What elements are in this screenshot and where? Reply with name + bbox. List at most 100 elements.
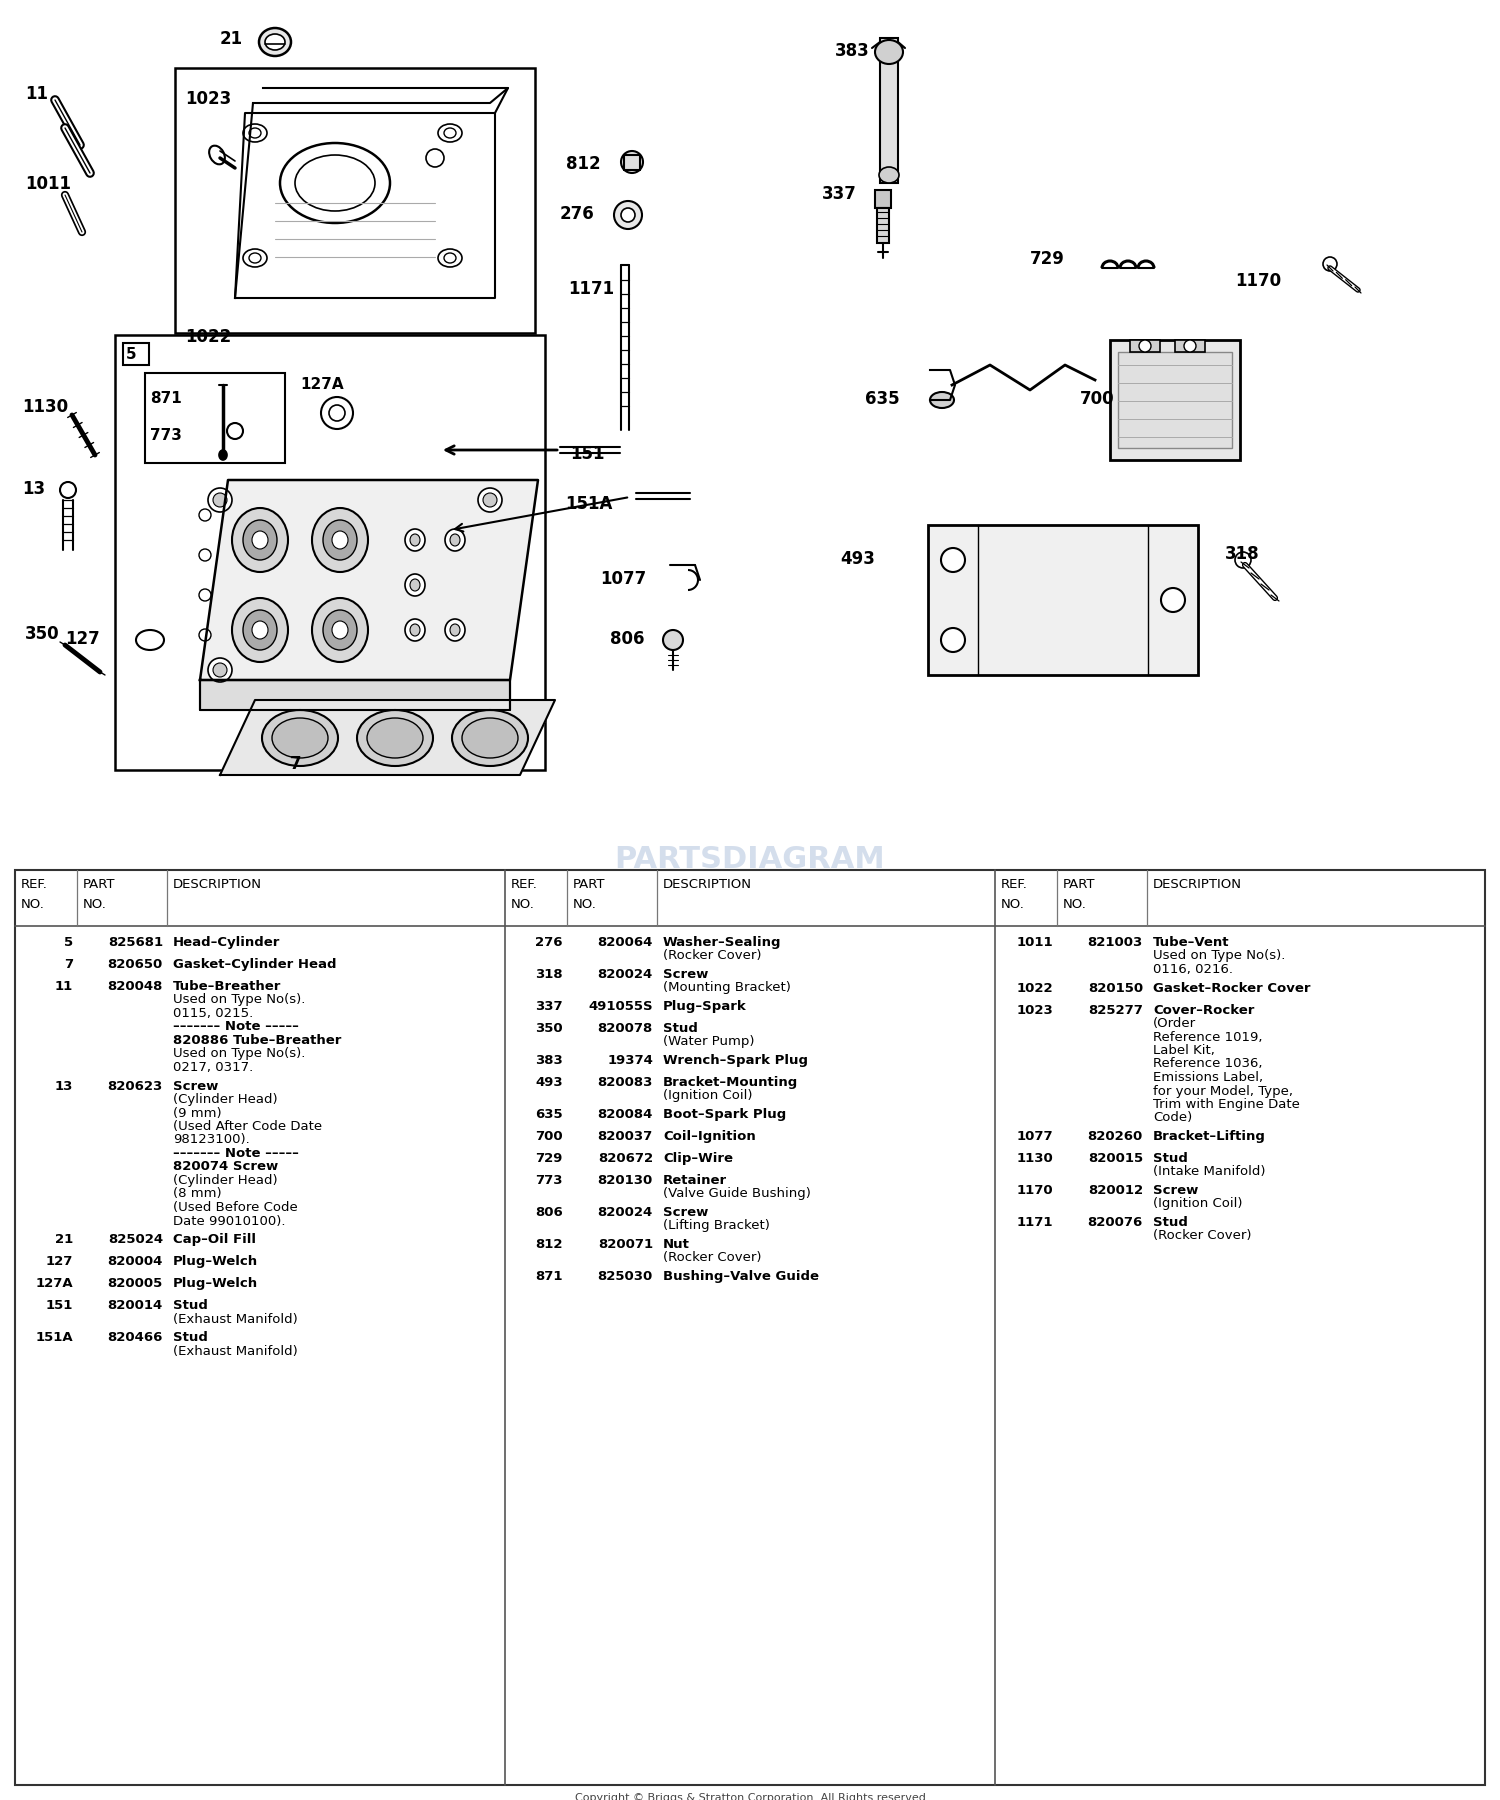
- Ellipse shape: [446, 529, 465, 551]
- Text: Tube–Vent: Tube–Vent: [1154, 936, 1230, 949]
- Text: (Ignition Coil): (Ignition Coil): [663, 1089, 753, 1102]
- Ellipse shape: [438, 248, 462, 266]
- Ellipse shape: [200, 549, 211, 562]
- Text: 7: 7: [64, 958, 74, 970]
- Text: Screw: Screw: [1154, 1184, 1198, 1197]
- Text: 820071: 820071: [598, 1238, 652, 1251]
- Text: PARTSDIAGRAM: PARTSDIAGRAM: [615, 846, 885, 875]
- Ellipse shape: [243, 610, 278, 650]
- Text: 820672: 820672: [598, 1152, 652, 1165]
- Text: 276: 276: [560, 205, 594, 223]
- Text: (Cylinder Head): (Cylinder Head): [172, 1174, 278, 1186]
- Text: (Water Pump): (Water Pump): [663, 1035, 754, 1048]
- Text: PART: PART: [1064, 878, 1095, 891]
- Text: Bushing–Valve Guide: Bushing–Valve Guide: [663, 1271, 819, 1283]
- Text: Label Kit,: Label Kit,: [1154, 1044, 1215, 1057]
- Ellipse shape: [410, 580, 420, 590]
- Ellipse shape: [444, 254, 456, 263]
- Ellipse shape: [232, 508, 288, 572]
- Text: 127A: 127A: [36, 1276, 74, 1291]
- Text: PART: PART: [82, 878, 116, 891]
- Text: 276: 276: [536, 936, 562, 949]
- Ellipse shape: [328, 405, 345, 421]
- Text: 820048: 820048: [108, 979, 164, 994]
- Text: 1011: 1011: [1017, 936, 1053, 949]
- Polygon shape: [200, 680, 510, 709]
- Text: Bracket–Mounting: Bracket–Mounting: [663, 1076, 798, 1089]
- Text: Washer–Sealing: Washer–Sealing: [663, 936, 782, 949]
- Ellipse shape: [60, 482, 76, 499]
- Text: 383: 383: [536, 1055, 562, 1067]
- Text: (Order: (Order: [1154, 1017, 1196, 1030]
- Bar: [1118, 353, 1232, 448]
- Ellipse shape: [940, 628, 964, 652]
- Bar: [874, 191, 891, 209]
- Ellipse shape: [209, 659, 232, 682]
- Text: 729: 729: [1030, 250, 1065, 268]
- Bar: [1110, 340, 1240, 461]
- Text: Used on Type No(s).: Used on Type No(s).: [172, 994, 306, 1006]
- Ellipse shape: [1184, 340, 1196, 353]
- Ellipse shape: [136, 630, 164, 650]
- Text: 11: 11: [54, 979, 74, 994]
- Text: 98123100).: 98123100).: [172, 1134, 249, 1147]
- Text: Stud: Stud: [172, 1300, 208, 1312]
- Text: 820084: 820084: [597, 1109, 652, 1121]
- Ellipse shape: [249, 128, 261, 139]
- Text: Plug–Welch: Plug–Welch: [172, 1276, 258, 1291]
- Text: 127A: 127A: [300, 376, 344, 392]
- Text: Screw: Screw: [663, 1206, 708, 1219]
- Text: DESCRIPTION: DESCRIPTION: [172, 878, 262, 891]
- Text: (Ignition Coil): (Ignition Coil): [1154, 1197, 1242, 1210]
- Text: REF.: REF.: [512, 878, 538, 891]
- Text: 491055S: 491055S: [588, 1001, 652, 1013]
- Text: NO.: NO.: [512, 898, 536, 911]
- Text: 5: 5: [126, 347, 136, 362]
- Ellipse shape: [462, 718, 518, 758]
- Text: 1023: 1023: [1017, 1004, 1053, 1017]
- Text: ––––––– Note –––––: ––––––– Note –––––: [172, 1021, 298, 1033]
- Ellipse shape: [930, 392, 954, 409]
- Ellipse shape: [232, 598, 288, 662]
- Text: 820130: 820130: [597, 1174, 652, 1186]
- Text: 1011: 1011: [26, 175, 70, 193]
- Ellipse shape: [621, 209, 634, 221]
- Text: 1077: 1077: [1017, 1130, 1053, 1143]
- Ellipse shape: [368, 718, 423, 758]
- Text: 821003: 821003: [1088, 936, 1143, 949]
- Ellipse shape: [209, 146, 225, 164]
- Ellipse shape: [405, 574, 424, 596]
- Ellipse shape: [213, 493, 226, 508]
- Text: Copyright © Briggs & Stratton Corporation. All Rights reserved: Copyright © Briggs & Stratton Corporatio…: [574, 1793, 926, 1800]
- Text: 825030: 825030: [597, 1271, 652, 1283]
- Text: 1171: 1171: [1017, 1217, 1053, 1229]
- Bar: [878, 209, 890, 243]
- Ellipse shape: [452, 709, 528, 767]
- Text: NO.: NO.: [21, 898, 45, 911]
- Text: 871: 871: [150, 391, 182, 407]
- Ellipse shape: [410, 625, 420, 635]
- Text: 1171: 1171: [568, 281, 614, 299]
- Text: 820024: 820024: [597, 1206, 652, 1219]
- Text: 820150: 820150: [1088, 981, 1143, 994]
- Text: Tube–Breather: Tube–Breather: [172, 979, 282, 994]
- Ellipse shape: [483, 493, 496, 508]
- Text: NO.: NO.: [573, 898, 597, 911]
- Text: 806: 806: [610, 630, 645, 648]
- Ellipse shape: [1234, 553, 1251, 569]
- Text: Bracket–Lifting: Bracket–Lifting: [1154, 1130, 1266, 1143]
- Text: (Rocker Cover): (Rocker Cover): [663, 1251, 762, 1264]
- Text: Cap–Oil Fill: Cap–Oil Fill: [172, 1233, 256, 1246]
- Text: 773: 773: [536, 1174, 562, 1186]
- Text: 825024: 825024: [108, 1233, 164, 1246]
- Text: Emissions Label,: Emissions Label,: [1154, 1071, 1263, 1084]
- Text: 820886 Tube–Breather: 820886 Tube–Breather: [172, 1033, 342, 1048]
- Text: 820064: 820064: [597, 936, 652, 949]
- Ellipse shape: [332, 531, 348, 549]
- Text: 7: 7: [290, 754, 302, 772]
- Text: (Used Before Code: (Used Before Code: [172, 1201, 297, 1213]
- Bar: [116, 335, 544, 770]
- Text: for your Model, Type,: for your Model, Type,: [1154, 1084, 1293, 1098]
- Ellipse shape: [243, 124, 267, 142]
- Text: NO.: NO.: [1064, 898, 1088, 911]
